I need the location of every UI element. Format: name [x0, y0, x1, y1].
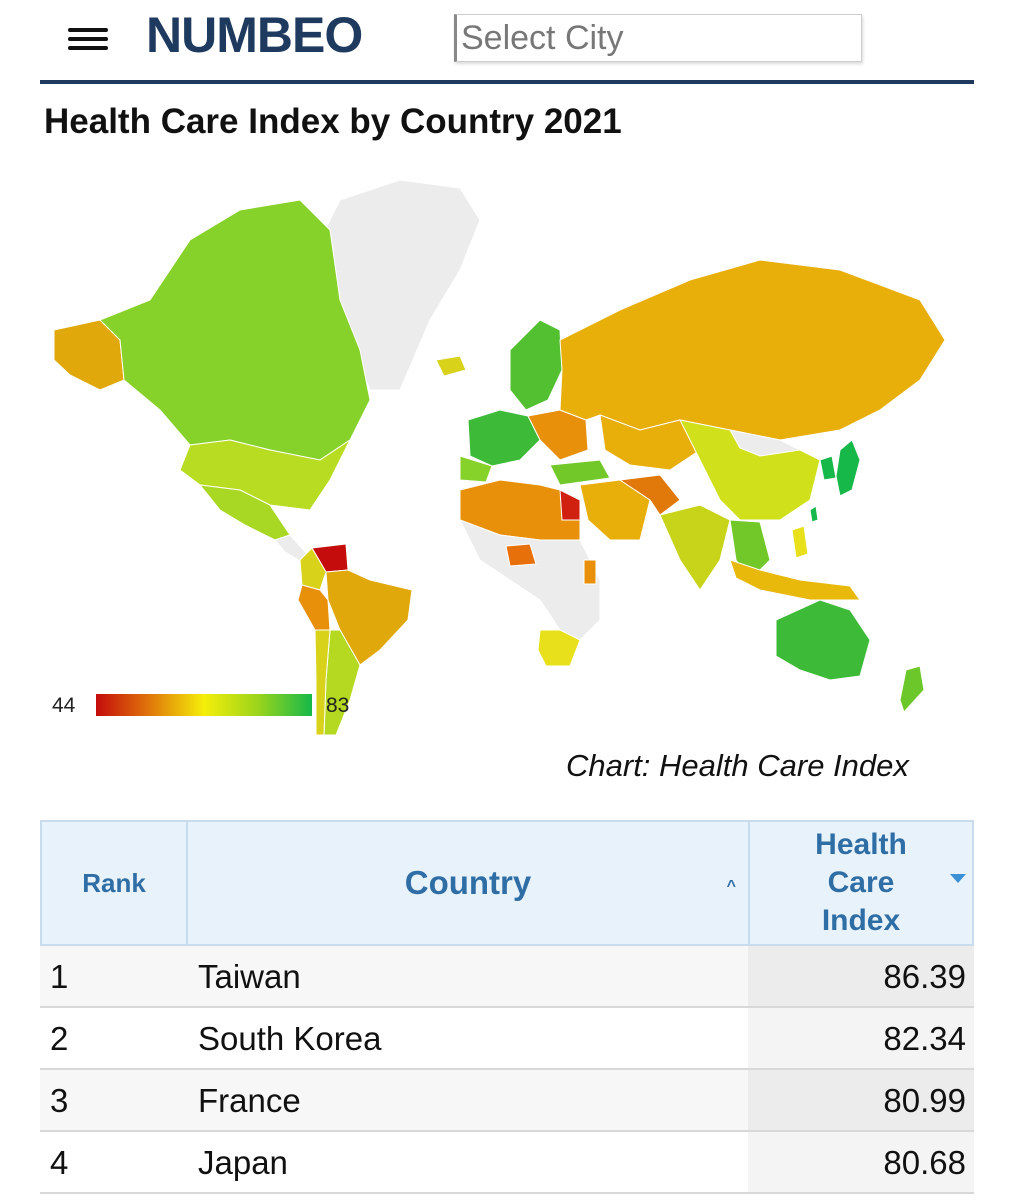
iran — [618, 474, 681, 516]
turkey — [549, 459, 611, 486]
mongolia — [729, 429, 802, 457]
egypt — [559, 489, 581, 521]
page-title: Health Care Index by Country 2021 — [44, 102, 622, 141]
country-header-label: Country — [404, 864, 532, 901]
country-cell: France — [198, 1082, 301, 1119]
usa — [179, 438, 352, 511]
rank-cell: 1 — [50, 958, 69, 995]
taiwan — [809, 505, 819, 523]
table-row[interactable]: 1 Taiwan 86.39 — [40, 946, 974, 1008]
new-zealand — [899, 665, 925, 713]
australia — [775, 599, 871, 681]
index-header-line2: Care — [827, 866, 895, 899]
rank-cell: 4 — [50, 1144, 69, 1181]
country-cell: Taiwan — [198, 958, 301, 995]
index-cell: 80.68 — [883, 1144, 966, 1181]
japan — [835, 439, 861, 497]
hamburger-menu-icon[interactable] — [68, 24, 110, 54]
index-header-label: Health Care Index — [815, 826, 907, 940]
index-cell: 82.34 — [883, 1020, 966, 1057]
sort-descending-icon — [950, 874, 966, 883]
world-map-svg — [53, 179, 946, 736]
column-header-rank[interactable]: Rank — [42, 822, 188, 944]
rank-cell: 2 — [50, 1020, 69, 1057]
rank-header-label: Rank — [82, 867, 146, 898]
table-row[interactable]: 4 Japan 80.68 — [40, 1132, 974, 1194]
scandinavia — [509, 319, 563, 411]
table-row[interactable]: 3 France 80.99 — [40, 1070, 974, 1132]
ranking-table-header: Rank Country ^ Health Care Index — [40, 820, 974, 946]
legend-color-scale — [96, 694, 312, 716]
philippines — [791, 525, 809, 559]
western-europe — [467, 409, 541, 467]
peru — [297, 584, 331, 631]
chart-caption: Chart: Health Care Index — [566, 748, 909, 783]
kenya — [583, 559, 597, 585]
legend-max-label: 83 — [326, 694, 350, 717]
numbeo-logo[interactable]: NUMBEO — [146, 7, 363, 63]
legend-min-label: 44 — [52, 694, 76, 717]
rank-cell: 3 — [50, 1082, 69, 1119]
country-cell: South Korea — [198, 1020, 382, 1057]
canada — [99, 199, 371, 461]
world-map: 44 83 — [40, 160, 974, 760]
south-africa — [537, 629, 581, 667]
city-search-input[interactable] — [454, 14, 862, 62]
index-cell: 80.99 — [883, 1082, 966, 1119]
index-header-line3: Index — [821, 904, 901, 937]
spain — [459, 455, 493, 483]
column-header-country[interactable]: Country ^ — [188, 822, 750, 944]
table-row[interactable]: 2 South Korea 82.34 — [40, 1008, 974, 1070]
index-cell: 86.39 — [883, 958, 966, 995]
top-navbar: NUMBEO — [40, 0, 974, 84]
chile — [314, 629, 331, 736]
column-header-health-care-index[interactable]: Health Care Index — [750, 822, 972, 944]
country-cell: Japan — [198, 1144, 288, 1181]
russia — [559, 259, 946, 441]
nigeria — [505, 543, 537, 567]
korea — [819, 455, 837, 481]
indonesia — [729, 559, 861, 601]
brazil — [325, 569, 413, 666]
colombia — [299, 547, 327, 591]
central-africa — [458, 519, 601, 641]
central-asia — [599, 414, 701, 471]
india — [659, 504, 731, 591]
index-header-line1: Health — [815, 828, 907, 861]
sort-ascending-icon: ^ — [726, 878, 736, 895]
iceland — [435, 355, 467, 377]
